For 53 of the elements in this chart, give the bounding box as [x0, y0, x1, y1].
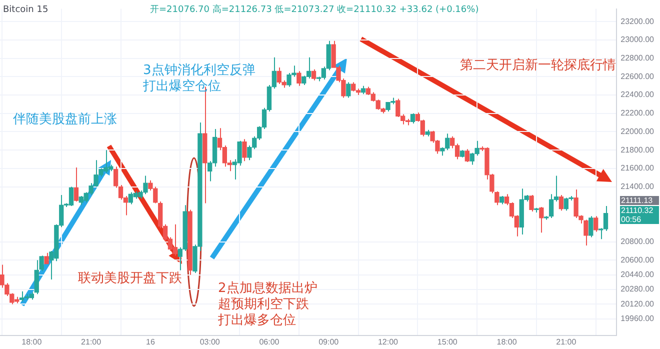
candlestick — [539, 206, 544, 234]
y-tick-label: 22600.00 — [620, 72, 655, 81]
annotation: 伴随美股盘前上涨 — [13, 112, 117, 128]
x-tick-label: 03:00 — [200, 337, 220, 346]
annotation: 打出爆空仓位 — [143, 79, 221, 95]
annotation: 超预期利空下跌 — [218, 297, 309, 313]
annotation: 3点钟消化利空反弹 — [143, 63, 256, 79]
y-tick-label: 22200.00 — [620, 108, 655, 118]
candlestick — [311, 68, 316, 81]
y-tick-label: 19960.00 — [620, 314, 655, 324]
candlestick — [558, 194, 564, 212]
text: 21111.13 — [620, 196, 659, 205]
y-tick-label: 20440.00 — [620, 270, 655, 280]
candlestick — [296, 70, 302, 86]
candlestick — [588, 216, 594, 238]
candlestick — [74, 167, 79, 202]
annotation: 开=21076.70 高=21126.73 低=21073.27 收=21110.32 +33.62 (+0.16%) — [150, 4, 479, 17]
x-tick-label: 18:00 — [496, 337, 518, 346]
annotation: 打出爆多仓位 — [218, 313, 296, 329]
candlestick — [464, 148, 470, 163]
candlestick — [410, 112, 416, 124]
x-tick-label: 09:00 — [318, 337, 340, 346]
x-tick-label: 21:00 — [81, 337, 102, 346]
candlestick — [346, 82, 351, 98]
y-tick-label: 22400.00 — [620, 90, 655, 100]
x-tick-label: 18:00 — [22, 337, 42, 346]
annotation: 第二天开启新一轮探底行情 — [460, 58, 616, 74]
y-tick-label: 21600.00 — [620, 164, 655, 173]
y-tick-label: 22000.00 — [620, 126, 655, 136]
text: 00:56 — [620, 215, 659, 224]
x-tick-label: 12:00 — [378, 337, 399, 346]
y-tick-label: 22800.00 — [620, 54, 655, 63]
y-tick-label: 20120.00 — [620, 299, 655, 308]
candlestick — [594, 216, 598, 232]
candlestick — [584, 219, 588, 246]
x-tick-label: 15:00 — [437, 337, 458, 346]
y-tick-label: 20280.00 — [620, 284, 655, 294]
candlestick — [44, 252, 49, 264]
x-tick-label: 21:00 — [556, 337, 577, 346]
y-tick-label: 23200.00 — [620, 16, 655, 26]
x-tick-label: 16 — [146, 337, 156, 346]
y-tick-label: 20800.00 — [620, 237, 655, 246]
candlestick — [242, 138, 247, 162]
y-tick-label: 21800.00 — [620, 145, 655, 154]
annotation: 2点加息数据出炉 — [218, 281, 318, 297]
candlestick — [529, 194, 534, 212]
y-tick-label: 20600.00 — [620, 255, 655, 264]
x-tick-label: 06:00 — [259, 337, 280, 346]
annotation: 联动美股开盘下跌 — [78, 271, 182, 287]
y-tick-label: 21400.00 — [620, 182, 655, 191]
text: 21110.32 — [620, 206, 659, 215]
chart-title: Bitcoin 15 — [3, 4, 48, 17]
y-tick-label: 23000.00 — [620, 35, 655, 44]
